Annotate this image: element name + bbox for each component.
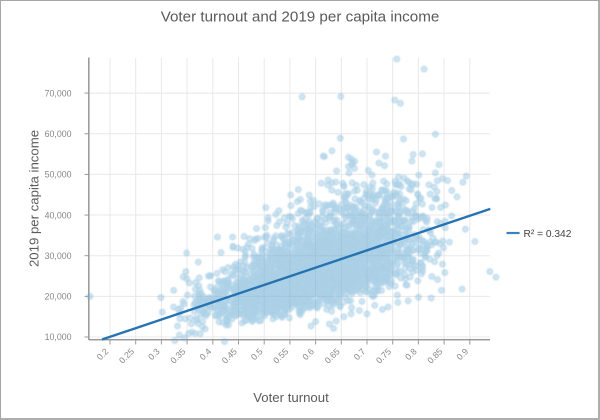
svg-text:0.25: 0.25 [117,346,136,365]
svg-text:50,000: 50,000 [45,170,72,180]
svg-text:Voter turnout and 2019 per cap: Voter turnout and 2019 per capita income [161,9,440,26]
svg-text:30,000: 30,000 [45,251,72,261]
svg-text:0.45: 0.45 [220,346,239,365]
svg-text:0.3: 0.3 [146,346,162,362]
svg-text:0.4: 0.4 [197,346,213,362]
svg-text:0.2: 0.2 [95,346,111,362]
svg-text:0.35: 0.35 [168,346,187,365]
svg-text:0.85: 0.85 [425,346,444,365]
svg-text:0.55: 0.55 [271,346,290,365]
svg-text:70,000: 70,000 [45,88,72,98]
svg-text:0.6: 0.6 [300,346,316,362]
svg-text:0.9: 0.9 [454,346,470,362]
svg-text:R² = 0.342: R² = 0.342 [524,229,572,240]
svg-text:20,000: 20,000 [45,292,72,302]
svg-text:0.5: 0.5 [249,346,265,362]
svg-text:10,000: 10,000 [45,332,72,342]
svg-text:40,000: 40,000 [45,210,72,220]
svg-text:2019 per capita income: 2019 per capita income [27,130,42,267]
svg-text:0.65: 0.65 [323,346,342,365]
svg-text:0.75: 0.75 [374,346,393,365]
svg-text:60,000: 60,000 [45,129,72,139]
svg-text:0.8: 0.8 [403,346,419,362]
svg-text:0.7: 0.7 [352,346,368,362]
svg-text:Voter turnout: Voter turnout [253,390,329,405]
